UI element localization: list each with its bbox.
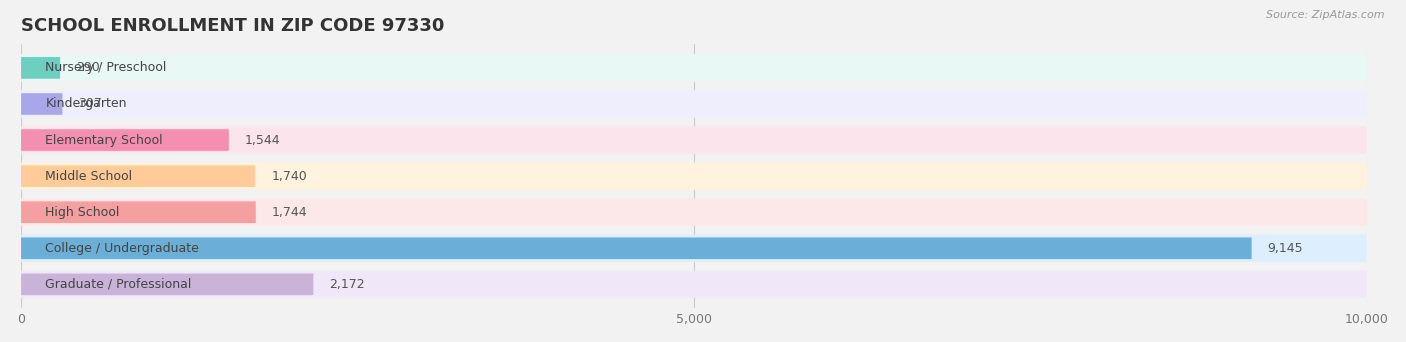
Text: 1,544: 1,544 [245,134,281,147]
FancyBboxPatch shape [21,90,1367,118]
Text: 9,145: 9,145 [1268,242,1303,255]
Text: SCHOOL ENROLLMENT IN ZIP CODE 97330: SCHOOL ENROLLMENT IN ZIP CODE 97330 [21,16,444,35]
Text: Graduate / Professional: Graduate / Professional [45,278,191,291]
FancyBboxPatch shape [21,201,256,223]
FancyBboxPatch shape [21,165,256,187]
Text: Source: ZipAtlas.com: Source: ZipAtlas.com [1267,10,1385,20]
Text: College / Undergraduate: College / Undergraduate [45,242,200,255]
FancyBboxPatch shape [21,235,1367,262]
Text: Nursery / Preschool: Nursery / Preschool [45,62,167,75]
Text: 1,744: 1,744 [271,206,308,219]
FancyBboxPatch shape [21,93,62,115]
FancyBboxPatch shape [21,274,314,295]
FancyBboxPatch shape [21,162,1367,190]
Text: Elementary School: Elementary School [45,134,163,147]
Text: 307: 307 [79,97,103,110]
FancyBboxPatch shape [21,237,1251,259]
Text: 2,172: 2,172 [329,278,366,291]
Text: Middle School: Middle School [45,170,132,183]
FancyBboxPatch shape [21,57,60,79]
FancyBboxPatch shape [21,126,1367,154]
FancyBboxPatch shape [21,271,1367,298]
Text: 1,740: 1,740 [271,170,307,183]
Text: 290: 290 [76,62,100,75]
Text: Kindergarten: Kindergarten [45,97,127,110]
FancyBboxPatch shape [21,129,229,151]
FancyBboxPatch shape [21,54,1367,82]
Text: High School: High School [45,206,120,219]
FancyBboxPatch shape [21,198,1367,226]
